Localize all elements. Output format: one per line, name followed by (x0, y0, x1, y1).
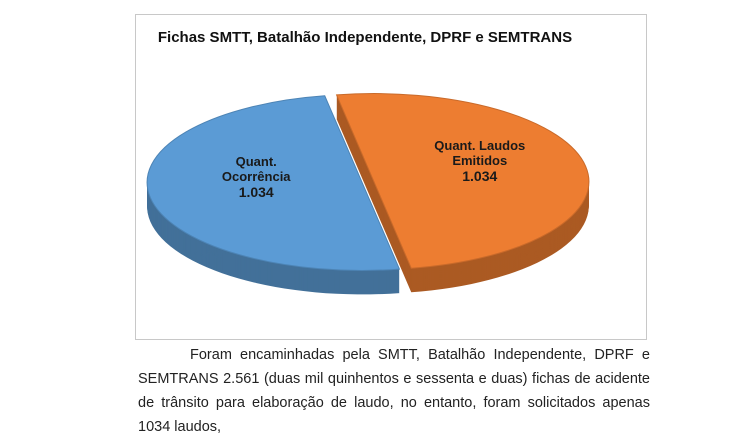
slice-label: Quant. Ocorrência 1.034 (196, 154, 316, 200)
category-label: Quant. Laudos Emitidos (434, 137, 526, 168)
page: Fichas SMTT, Batalhão Independente, DPRF… (135, 14, 650, 435)
chart: Fichas SMTT, Batalhão Independente, DPRF… (146, 29, 590, 295)
value-label: 1.034 (238, 184, 274, 201)
pie-slice (335, 93, 590, 269)
category-label: Quant. Ocorrência (221, 154, 291, 185)
paragraph: Foram encaminhadas pela SMTT, Batalhão I… (138, 347, 650, 435)
chart-frame (135, 14, 647, 340)
chart-title: Fichas SMTT, Batalhão Independente, DPRF… (158, 29, 572, 46)
value-label: 1.034 (462, 167, 498, 184)
pie-slice (146, 95, 401, 271)
slice-label: Quant. Laudos Emitidos 1.034 (420, 138, 540, 184)
